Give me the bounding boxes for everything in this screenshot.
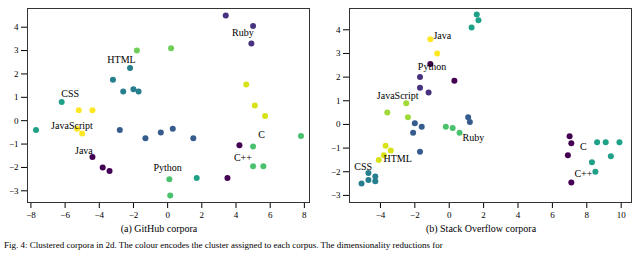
svg-text:C: C <box>580 141 587 152</box>
svg-text:3: 3 <box>336 48 341 58</box>
svg-text:−1: −1 <box>9 139 19 149</box>
svg-text:6: 6 <box>550 210 555 220</box>
svg-text:−4: −4 <box>376 210 386 220</box>
svg-text:HTML: HTML <box>383 153 411 164</box>
svg-text:10: 10 <box>617 210 627 220</box>
svg-text:−3: −3 <box>9 186 19 196</box>
svg-text:−2: −2 <box>129 210 139 220</box>
svg-text:C++: C++ <box>234 152 252 163</box>
svg-text:8: 8 <box>302 210 307 220</box>
svg-text:C: C <box>258 129 265 140</box>
svg-text:JavaScript: JavaScript <box>377 90 419 101</box>
svg-text:−1: −1 <box>331 143 341 153</box>
svg-text:6: 6 <box>268 210 273 220</box>
svg-text:0: 0 <box>14 116 19 126</box>
svg-text:Python: Python <box>418 61 446 72</box>
svg-text:Java: Java <box>75 145 93 156</box>
svg-text:4: 4 <box>336 25 341 35</box>
svg-text:2: 2 <box>14 69 19 79</box>
svg-text:0: 0 <box>336 119 341 129</box>
svg-text:CSS: CSS <box>61 88 79 99</box>
svg-text:4: 4 <box>14 22 19 32</box>
svg-text:0: 0 <box>165 210 170 220</box>
svg-text:HTML: HTML <box>107 54 135 65</box>
svg-text:8: 8 <box>585 210 590 220</box>
svg-text:JavaScript: JavaScript <box>51 120 93 131</box>
svg-text:−4: −4 <box>94 210 104 220</box>
html-text:(a) GitHub corpora: (a) GitHub corpora <box>120 223 198 234</box>
svg-text:−3: −3 <box>331 190 341 200</box>
svg-text:CSS: CSS <box>354 161 372 172</box>
svg-text:−2: −2 <box>331 167 341 177</box>
svg-text:3: 3 <box>14 45 19 55</box>
svg-text:−6: −6 <box>60 210 70 220</box>
html-text:(b) Stack Overflow corpora: (b) Stack Overflow corpora <box>425 223 537 234</box>
svg-text:2: 2 <box>481 210 486 220</box>
svg-text:Python: Python <box>153 162 181 173</box>
svg-text:0: 0 <box>447 210 452 220</box>
svg-text:−2: −2 <box>9 162 19 172</box>
svg-text:Java: Java <box>433 30 451 41</box>
svg-text:4: 4 <box>234 210 239 220</box>
svg-text:C++: C++ <box>574 168 592 179</box>
svg-text:2: 2 <box>336 72 341 82</box>
svg-text:1: 1 <box>14 92 19 102</box>
svg-text:Ruby: Ruby <box>462 132 484 143</box>
html-text:Fig. 4: Clustered corpora in 2: Fig. 4: Clustered corpora in 2d. The col… <box>4 240 443 250</box>
svg-text:−2: −2 <box>410 210 420 220</box>
svg-text:Ruby: Ruby <box>232 27 254 38</box>
svg-text:4: 4 <box>516 210 521 220</box>
svg-text:−8: −8 <box>26 210 36 220</box>
svg-text:2: 2 <box>200 210 205 220</box>
svg-text:1: 1 <box>336 96 341 106</box>
